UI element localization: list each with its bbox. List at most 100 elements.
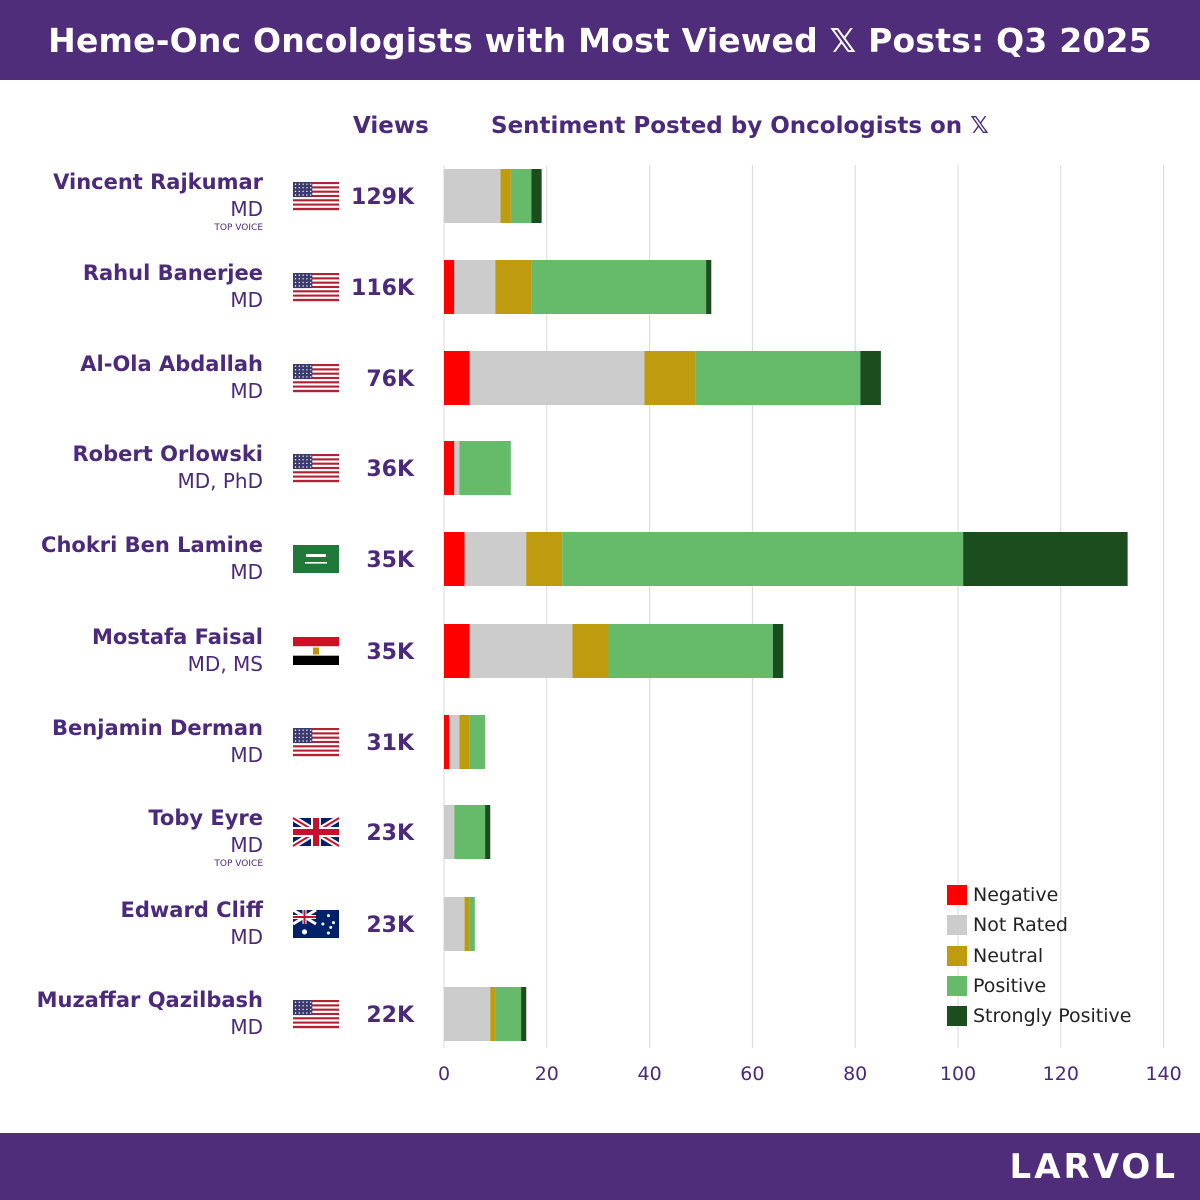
top-voice-badge: TOP VOICE: [213, 223, 263, 233]
us-flag-star: [302, 1008, 304, 1011]
us-flag-stripe: [293, 753, 339, 757]
us-flag-star: [294, 466, 297, 468]
us-flag-stripe: [293, 290, 339, 293]
us-flag-star: [294, 274, 297, 276]
us-flag-star: [294, 736, 297, 739]
legend-label-strongly-positive: Strongly Positive: [973, 1005, 1132, 1028]
larvol-logo: LARVOL: [1009, 1147, 1178, 1187]
us-flag-star: [298, 372, 300, 375]
oncologist-credentials: MD: [230, 1015, 263, 1039]
australia-flag-cross-red-h: [293, 916, 316, 918]
us-flag-star: [294, 369, 297, 371]
legend-item-not-rated: Not Rated: [947, 910, 1167, 940]
us-flag-star: [294, 285, 297, 287]
us-flag-stripe: [293, 370, 339, 373]
us-flag-stripe: [293, 298, 339, 302]
us-flag-star: [302, 187, 304, 189]
us-flag-canton: [293, 273, 313, 289]
us-flag-star: [294, 1005, 297, 1007]
oncologist-name: Benjamin Derman: [52, 716, 263, 740]
us-flag-star: [298, 1001, 300, 1003]
us-flag-stripe: [293, 364, 339, 367]
bar-segment-strongly-positive: [706, 260, 712, 314]
us-flag-stripe: [293, 730, 339, 733]
views-value: 23K: [366, 821, 415, 846]
us-flag-stripe: [293, 192, 339, 196]
us-flag-stripe: [293, 732, 339, 735]
us-flag-stripe: [293, 749, 339, 752]
us-flag-star: [294, 729, 297, 731]
oncologist-credentials: MD: [230, 288, 263, 312]
us-flag-stripe: [293, 456, 339, 459]
us-flag-star: [294, 281, 297, 284]
us-flag-stripe: [293, 1021, 339, 1024]
bar-segment-not-rated: [464, 532, 527, 586]
us-flag-star: [298, 455, 300, 457]
us-flag-icon-6: [293, 728, 339, 757]
views-value: 35K: [366, 548, 415, 573]
us-flag-stripe: [293, 186, 339, 189]
bar-segment-positive: [608, 624, 773, 678]
views-value: 35K: [366, 640, 415, 665]
x-tick-label-60: 60: [740, 1063, 764, 1085]
us-flag-star: [298, 729, 300, 731]
bar-segment-not-rated: [454, 441, 460, 495]
us-flag-star: [298, 365, 300, 367]
us-flag-star: [310, 274, 312, 276]
us-flag-star: [306, 1008, 308, 1011]
us-flag-stripe: [293, 197, 339, 200]
views-value: 36K: [366, 457, 415, 482]
us-flag-star: [298, 1005, 300, 1007]
us-flag-star: [294, 190, 297, 193]
us-flag-stripe: [293, 184, 339, 187]
x-tick-label-40: 40: [638, 1063, 662, 1085]
us-flag-stripe: [293, 458, 339, 461]
us-flag-stripe: [293, 372, 339, 375]
us-flag-stripe: [293, 385, 339, 388]
us-flag-stripe: [293, 1010, 339, 1014]
oncologist-name: Mostafa Faisal: [92, 625, 263, 649]
us-flag-stripe: [293, 462, 339, 465]
bar-segment-positive: [695, 351, 861, 405]
us-flag-stripe: [293, 381, 339, 384]
us-flag-star: [306, 365, 308, 367]
x-tick-label-140: 140: [1145, 1063, 1181, 1085]
us-flag-star: [306, 1001, 308, 1003]
us-flag-star: [306, 376, 308, 378]
us-flag-stripe: [293, 279, 339, 282]
us-flag-star: [298, 1008, 300, 1011]
us-flag-stripe: [293, 464, 339, 468]
us-flag-star: [310, 466, 312, 468]
oncologist-name: Edward Cliff: [121, 898, 264, 922]
us-flag-stripe: [293, 1002, 339, 1005]
us-flag-star: [302, 459, 304, 461]
us-flag-canton: [293, 454, 313, 470]
us-flag-icon-2: [293, 364, 339, 393]
us-flag-icon-3: [293, 454, 339, 483]
us-flag-star: [298, 466, 300, 468]
bar-segment-negative: [444, 351, 470, 405]
x-tick-label-100: 100: [940, 1063, 976, 1085]
us-flag-star: [302, 183, 304, 185]
us-flag-star: [306, 187, 308, 189]
us-flag-star: [294, 459, 297, 461]
us-flag-star: [298, 733, 300, 735]
us-flag-stripe: [293, 1023, 339, 1027]
oncologist-name: Chokri Ben Lamine: [41, 533, 263, 557]
us-flag-star: [298, 369, 300, 371]
bar-segment-neutral: [459, 715, 470, 769]
us-flag-star: [306, 736, 308, 739]
uk-flag-cross-red-h: [293, 829, 339, 835]
egypt-flag-black: [293, 655, 339, 665]
us-flag-star: [310, 459, 312, 461]
us-flag-star: [298, 459, 300, 461]
us-flag-star: [310, 1001, 312, 1003]
us-flag-star: [294, 194, 297, 196]
australia-flag-southern-star: [329, 925, 333, 929]
bar-segment-not-rated: [444, 169, 501, 223]
australia-flag-icon-8: [292, 908, 339, 938]
oncologist-credentials: MD: [230, 197, 263, 221]
us-flag-stripe: [293, 1015, 339, 1018]
us-flag-canton: [293, 728, 313, 744]
bar-segment-positive: [562, 532, 964, 586]
